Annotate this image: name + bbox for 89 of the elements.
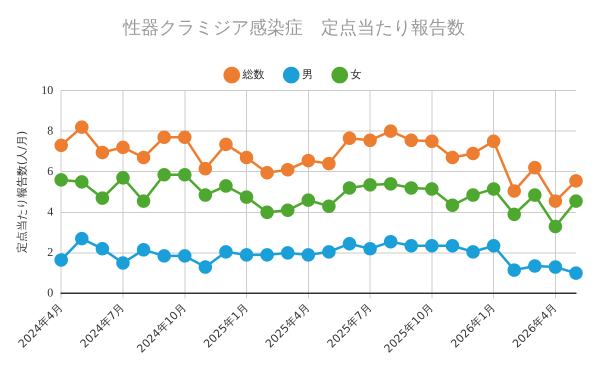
point xyxy=(198,260,212,274)
chart-title: 性器クラミジア感染症 定点当たり報告数 xyxy=(122,17,465,38)
y-tick-label: 0 xyxy=(47,286,54,300)
point xyxy=(446,150,460,164)
point xyxy=(322,245,336,259)
point xyxy=(280,162,294,176)
point xyxy=(466,146,480,160)
point xyxy=(260,206,274,220)
legend-label: 男 xyxy=(302,68,313,81)
point xyxy=(260,248,274,262)
point xyxy=(486,239,500,253)
point xyxy=(404,181,418,195)
point xyxy=(425,134,439,148)
point xyxy=(240,248,254,262)
point xyxy=(240,150,254,164)
point xyxy=(548,194,562,208)
point xyxy=(322,156,336,170)
point xyxy=(446,239,460,253)
point xyxy=(280,204,294,218)
point xyxy=(363,134,377,148)
point xyxy=(178,249,192,263)
point xyxy=(528,259,542,273)
y-tick-label: 6 xyxy=(47,164,54,178)
point xyxy=(302,193,316,207)
y-tick-label: 8 xyxy=(47,123,54,138)
point xyxy=(116,256,130,270)
point xyxy=(384,234,398,248)
point xyxy=(219,245,233,259)
point xyxy=(54,138,68,152)
point xyxy=(486,134,500,148)
point xyxy=(157,130,171,144)
point xyxy=(507,263,521,277)
point xyxy=(157,168,171,182)
point xyxy=(342,181,356,195)
point xyxy=(96,191,110,205)
point xyxy=(302,248,316,262)
y-axis-title: 定点当たり報告数(人/月) xyxy=(15,130,28,254)
point xyxy=(507,184,521,198)
point xyxy=(342,236,356,250)
point xyxy=(198,162,212,176)
point xyxy=(219,138,233,152)
y-tick-label: 2 xyxy=(47,245,54,260)
point xyxy=(446,198,460,212)
point xyxy=(528,188,542,202)
point xyxy=(136,194,150,208)
point xyxy=(240,190,254,204)
point xyxy=(548,260,562,274)
point xyxy=(157,249,171,263)
point xyxy=(342,132,356,146)
point xyxy=(96,242,110,256)
point xyxy=(466,188,480,202)
point xyxy=(404,134,418,148)
point xyxy=(384,177,398,191)
point xyxy=(384,124,398,138)
point xyxy=(507,208,521,222)
point xyxy=(54,253,68,267)
point xyxy=(219,179,233,193)
point xyxy=(486,182,500,196)
point xyxy=(198,188,212,202)
point xyxy=(116,171,130,185)
point xyxy=(425,182,439,196)
legend-label: 女 xyxy=(350,68,362,81)
legend-label: 総数 xyxy=(241,68,264,81)
point xyxy=(280,246,294,260)
point xyxy=(363,242,377,256)
point xyxy=(178,130,192,144)
point xyxy=(569,194,583,208)
point xyxy=(96,146,110,160)
point xyxy=(363,178,377,192)
point xyxy=(528,160,542,174)
point xyxy=(136,243,150,257)
point xyxy=(569,266,583,280)
point xyxy=(136,150,150,164)
point xyxy=(302,154,316,168)
point xyxy=(548,220,562,234)
point xyxy=(54,173,68,187)
point xyxy=(75,120,89,134)
point xyxy=(116,140,130,154)
point xyxy=(75,175,89,189)
point xyxy=(569,174,583,188)
point xyxy=(260,166,274,180)
point xyxy=(466,245,480,259)
y-tick-label: 4 xyxy=(47,204,54,218)
point xyxy=(425,239,439,253)
y-tick-label: 10 xyxy=(41,82,54,97)
point xyxy=(178,168,192,182)
point xyxy=(404,239,418,253)
point xyxy=(75,232,89,246)
point xyxy=(322,199,336,213)
